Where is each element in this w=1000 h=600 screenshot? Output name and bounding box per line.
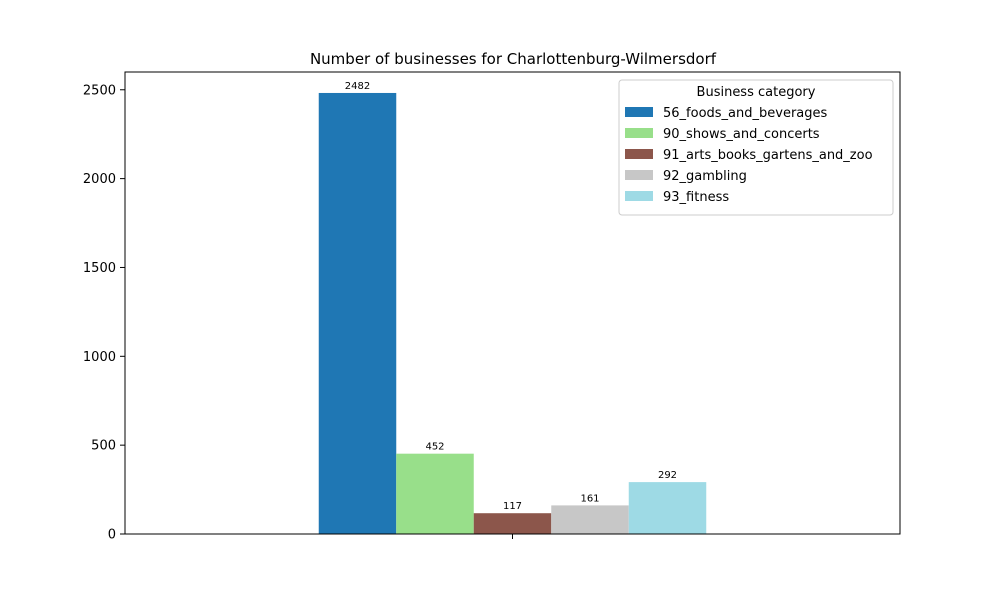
y-axis: 0 500 1000 1500 2000 2500 [83,83,125,543]
legend-title: Business category [697,85,816,100]
bar-90_shows_and_concerts [396,453,474,534]
legend: Business category 56_foods_and_beverages 9… [618,79,894,216]
y-tick-label: 0 [108,528,116,543]
bar-91_arts_books_gartens_and_zoo [473,513,552,534]
bar-value-label: 452 [425,442,444,453]
legend-entry-label: 56_foods_and_beverages [663,106,828,121]
legend-swatch [625,191,653,201]
plot-frame [124,71,901,535]
legend-entry-label: 92_gambling [663,169,747,184]
y-tick-label: 1500 [83,261,116,276]
legend-entry-label: 91_arts_books_gartens_and_zoo [663,148,873,163]
legend-entry-label: 93_fitness [663,190,729,205]
bar-92_gambling [551,505,629,534]
y-tick-label: 2000 [83,172,116,187]
y-tick-label: 500 [91,439,116,454]
legend-entry-label: 90_shows_and_concerts [663,127,820,142]
y-tick-label: 2500 [83,83,116,98]
bar-value-label: 2482 [345,81,370,92]
y-tick-label: 1000 [83,350,116,365]
chart-title: Number of businesses for Charlottenburg-… [310,50,717,68]
legend-swatch [625,107,653,117]
bar-value-label: 292 [658,470,677,481]
legend-swatch [625,170,653,180]
bar-value-label: 161 [580,493,599,504]
legend-box [618,79,894,216]
bar-value-label: 117 [503,501,522,512]
legend-swatch [625,149,653,159]
legend-swatch [625,128,653,138]
bars-group: 2482 452 117 161 292 [318,81,707,535]
bar-56_foods_and_beverages [318,92,397,535]
bar-93_fitness [628,482,707,534]
